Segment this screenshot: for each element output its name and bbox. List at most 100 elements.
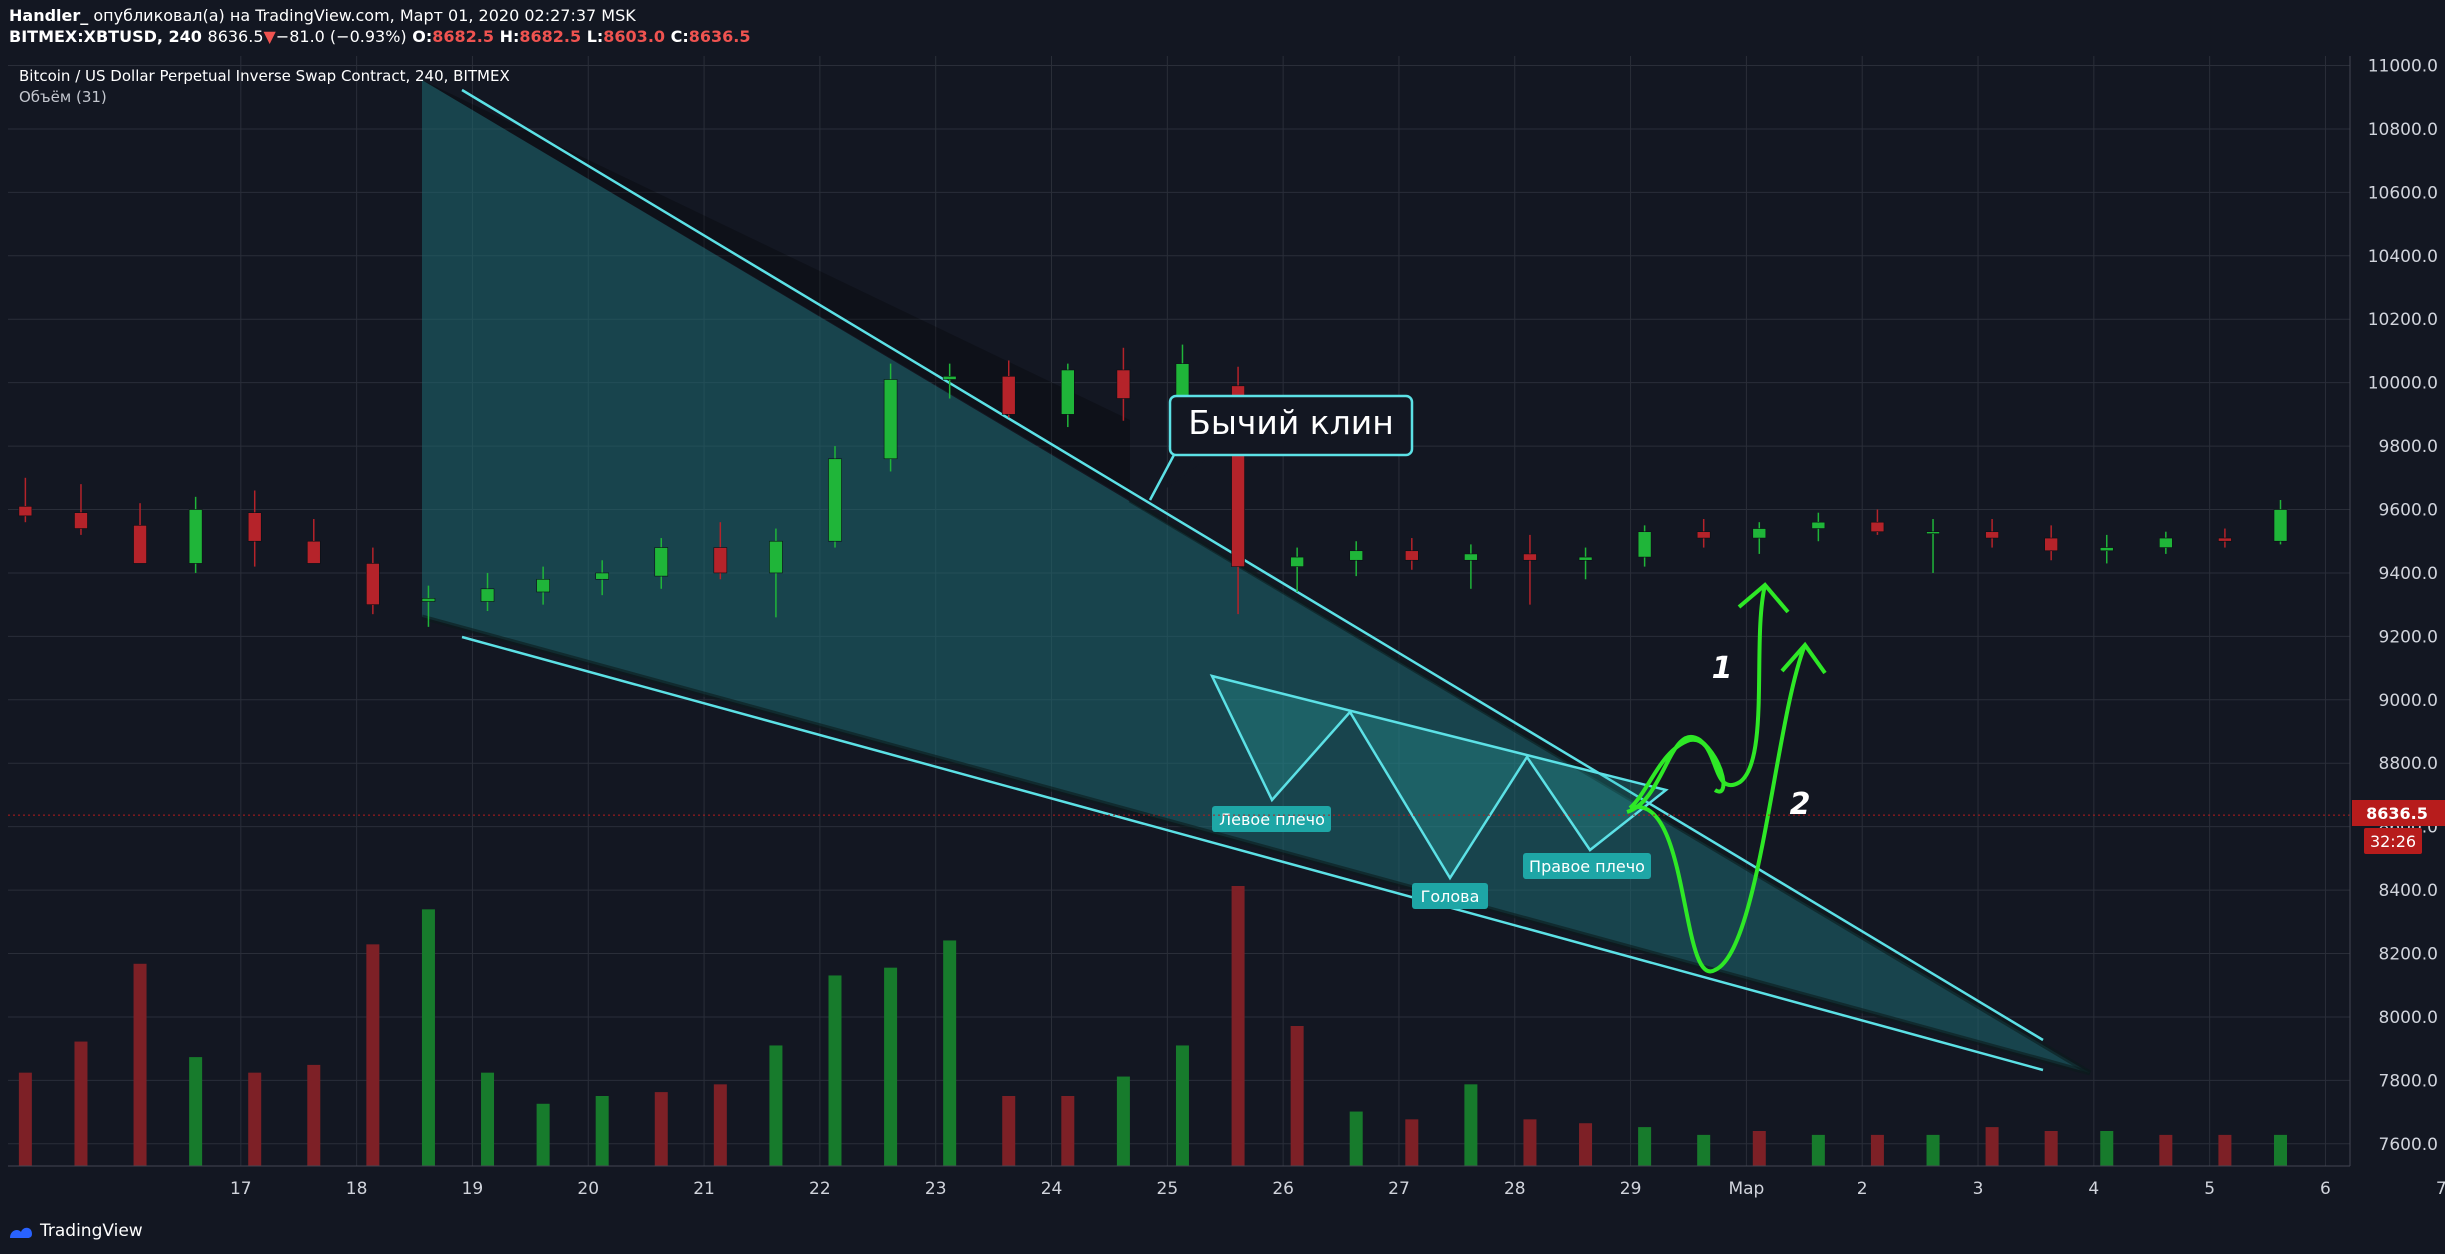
price-tick-label: 9400.0 xyxy=(2379,564,2438,584)
price-tick-label: 8000.0 xyxy=(2379,1008,2438,1028)
candle xyxy=(2159,537,2173,548)
time-tick-label: 29 xyxy=(1620,1179,1642,1199)
last-price-value: 8636.5 xyxy=(207,27,264,46)
volume-indicator-label[interactable]: Объём (31) xyxy=(19,88,107,106)
price-tick-label: 10600.0 xyxy=(2368,183,2438,203)
candle xyxy=(883,379,898,460)
tradingview-logo[interactable]: TradingView xyxy=(8,1221,143,1241)
price-tick-label: 10800.0 xyxy=(2368,120,2438,140)
price-axis[interactable] xyxy=(2350,56,2445,1166)
callout-tail xyxy=(1148,452,1177,501)
price-tick-label: 7600.0 xyxy=(2379,1135,2438,1155)
wedge-lower-line[interactable] xyxy=(461,635,2044,1072)
publish-info: Handler_ опубликовал(а) на TradingView.c… xyxy=(9,6,636,25)
volume-bar xyxy=(421,909,435,1166)
volume-bar xyxy=(595,1096,609,1166)
candle xyxy=(1637,531,1652,558)
left-shoulder-label-box[interactable] xyxy=(1212,806,1331,832)
volume-bar xyxy=(884,967,898,1166)
candle xyxy=(2218,537,2232,542)
projection-path-1[interactable] xyxy=(1626,584,1767,814)
volume-bar xyxy=(1175,1045,1189,1166)
volume-bar xyxy=(2044,1131,2058,1166)
candle xyxy=(247,512,262,542)
price-tick-label: 9200.0 xyxy=(2379,627,2438,647)
price-tick-label: 10400.0 xyxy=(2368,247,2438,267)
time-tick-label: 25 xyxy=(1157,1179,1179,1199)
price-tick-label: 9000.0 xyxy=(2379,691,2438,711)
volume-bar xyxy=(713,1084,727,1166)
candle xyxy=(1752,528,1767,539)
candle xyxy=(133,525,147,564)
close-label: C: xyxy=(670,27,689,46)
candle xyxy=(1523,553,1537,561)
candle xyxy=(1001,376,1016,415)
projection-path-2[interactable] xyxy=(1629,644,1807,974)
price-tick-label: 9800.0 xyxy=(2379,437,2438,457)
candle xyxy=(1926,531,1940,535)
candle xyxy=(306,540,321,564)
price-tick-label: 11000.0 xyxy=(2368,57,2438,77)
countdown-badge xyxy=(2364,828,2422,854)
volume-bar xyxy=(1002,1096,1016,1166)
right-shoulder-label-box[interactable] xyxy=(1523,853,1651,879)
volume-bar xyxy=(1290,1026,1304,1166)
volume-bar xyxy=(1523,1119,1537,1166)
candle xyxy=(595,572,609,580)
arrowhead-2-icon xyxy=(1780,641,1827,675)
volume-bar xyxy=(2159,1134,2173,1166)
change-value: −81.0 (−0.93%) xyxy=(275,27,407,46)
volume-bar xyxy=(366,944,380,1166)
time-axis-labels: 17 18 19 20 21 22 23 24 25 26 27 28 29 Мар 2 3 4 5 6 7 xyxy=(230,1179,2445,1199)
candle xyxy=(1116,369,1131,399)
candle xyxy=(942,376,957,380)
wedge-upper-shadow xyxy=(1128,497,2092,1076)
ohlc-line: BITMEX:XBTUSD, 240 8636.5▼−81.0 (−0.93%)… xyxy=(9,27,751,46)
volume-bar xyxy=(189,1057,203,1166)
open-value: 8682.5 xyxy=(432,27,494,46)
volume-bars xyxy=(18,886,2288,1166)
candle xyxy=(1696,531,1711,539)
volume-bar xyxy=(74,1041,88,1166)
volume-bar xyxy=(1926,1134,1940,1166)
volume-bar xyxy=(1405,1119,1419,1166)
candle xyxy=(2273,509,2288,542)
time-tick-label: 28 xyxy=(1504,1179,1526,1199)
path-1-label: 1 xyxy=(1712,651,1733,686)
volume-bar xyxy=(654,1092,668,1166)
left-shoulder-label: Левое плечо xyxy=(1219,810,1325,829)
volume-bar xyxy=(133,963,147,1166)
chart-header: Handler_ опубликовал(а) на TradingView.c… xyxy=(0,0,2445,54)
wedge-upper-line[interactable] xyxy=(461,88,2044,1042)
path-2-label: 2 xyxy=(1790,787,1811,822)
volume-bar xyxy=(1870,1134,1884,1166)
callout-box[interactable] xyxy=(1168,394,1414,457)
time-tick-label: 21 xyxy=(693,1179,715,1199)
candle xyxy=(74,512,88,529)
wedge-lower-shadow xyxy=(421,614,2091,1076)
price-chart[interactable]: Бычий клин Левое плечо Голова Правое пле… xyxy=(0,54,2445,1212)
volume-bar xyxy=(481,1072,495,1166)
candle xyxy=(1349,550,1364,561)
candle xyxy=(366,563,380,605)
volume-bar xyxy=(18,1072,32,1166)
high-label: H: xyxy=(499,27,520,46)
footer: TradingView xyxy=(0,1212,2445,1254)
author-name[interactable]: Handler_ xyxy=(9,6,89,25)
candle xyxy=(2099,547,2114,552)
time-tick-label: 19 xyxy=(462,1179,484,1199)
countdown-text: 32:26 xyxy=(2370,832,2416,851)
volume-bar xyxy=(2100,1131,2114,1166)
candle xyxy=(654,547,669,577)
time-tick-label: 2 xyxy=(1857,1179,1868,1199)
head-shoulders-pattern[interactable] xyxy=(1209,674,1669,881)
candle xyxy=(1578,556,1593,561)
arrowhead-1-icon xyxy=(1737,582,1790,614)
open-label: O: xyxy=(412,27,433,46)
head-label-box[interactable] xyxy=(1412,883,1488,909)
last-price-badge-text: 8636.5 xyxy=(2366,804,2428,823)
price-tick-label: 8200.0 xyxy=(2379,945,2438,965)
candle xyxy=(1405,550,1419,561)
volume-bar xyxy=(307,1064,321,1166)
right-shoulder-label: Правое плечо xyxy=(1529,857,1645,876)
